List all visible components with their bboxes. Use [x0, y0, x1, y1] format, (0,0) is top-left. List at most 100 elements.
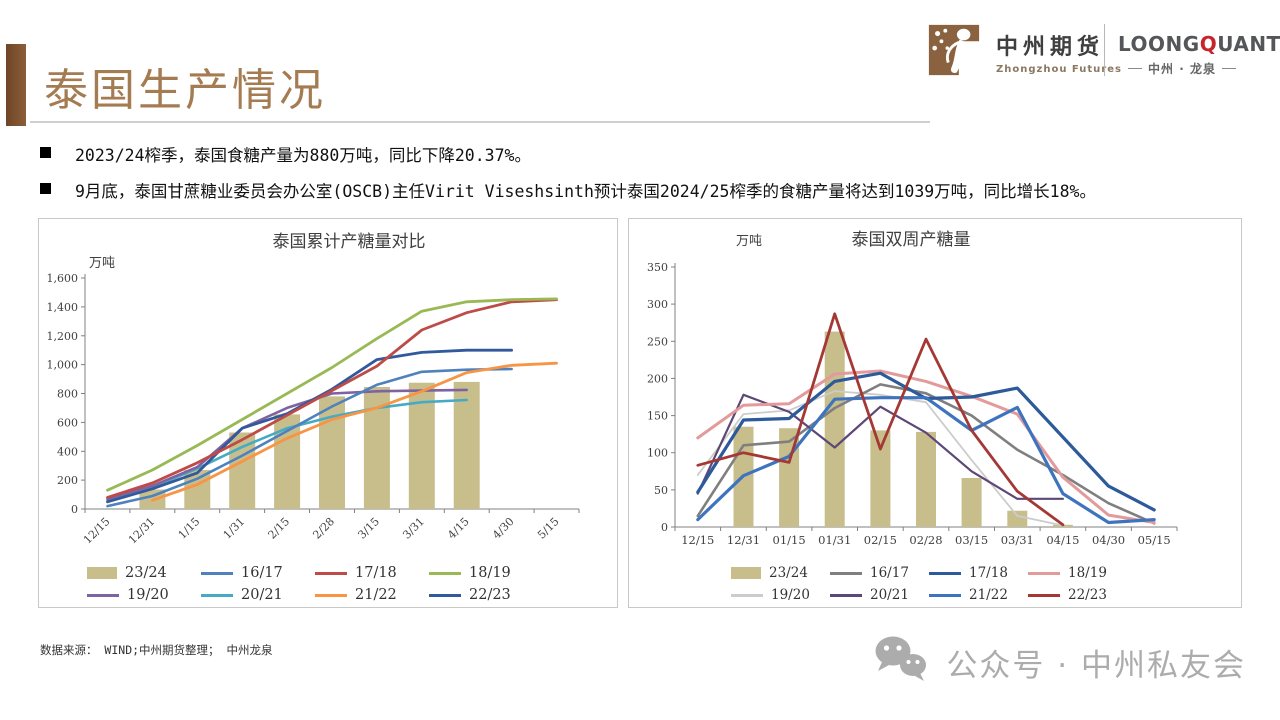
legend-label: 23/24	[125, 565, 167, 581]
legend-item-21-22: 21/22	[315, 587, 429, 603]
legend-item-16-17: 16/17	[830, 565, 929, 581]
x-tick-label: 12/15	[81, 515, 113, 547]
legend-swatch	[201, 571, 233, 575]
bars-23/24	[733, 331, 1073, 527]
legend-label: 17/18	[969, 565, 1008, 581]
x-tick-label: 01/31	[818, 533, 851, 547]
leopard-logo-icon	[926, 22, 982, 82]
legend-label: 17/18	[355, 565, 397, 581]
loongquant-sub-text: 中州 · 龙泉	[1148, 62, 1216, 76]
legend-row: 19/20 20/21 21/22 22/23	[87, 587, 617, 603]
legend-swatch	[315, 571, 347, 575]
x-tick-label: 1/31	[221, 515, 248, 542]
y-tick-label: 1,400	[47, 301, 79, 314]
x-tick-label: 04/15	[1046, 533, 1079, 547]
x-tick-label: 2/28	[310, 515, 337, 542]
legend-label: 22/23	[1068, 587, 1107, 603]
legend-item-18-19: 18/19	[429, 565, 543, 581]
bullet-text: 9月底，泰国甘蔗糖业委员会办公室(OSCB)主任Virit Viseshsint…	[75, 182, 1096, 201]
y-tick-label: 150	[647, 410, 668, 423]
loongquant-sub: 中州 · 龙泉	[1118, 60, 1246, 77]
data-source-note: 数据来源： WIND;中州期货整理； 中州龙泉	[40, 643, 273, 657]
y-tick-label: 250	[647, 335, 668, 348]
legend-label: 21/22	[355, 587, 397, 603]
cumulative-production-chart: 泰国累计产糖量对比 万吨 0 200 400 600 800 1,000 1,200 1,400 1…	[39, 219, 617, 609]
legend-swatch	[731, 593, 763, 597]
x-tick-label: 03/15	[955, 533, 988, 547]
right-chart-legend: 23/24 16/17 17/18 18/19 19/20 20/21 21/22 22/23	[629, 565, 1241, 609]
line-20/21	[106, 398, 468, 502]
x-tick-label: 4/15	[445, 515, 472, 542]
dash-left	[1128, 68, 1143, 69]
legend-swatch	[87, 567, 117, 579]
x-tick-label: 04/30	[1092, 533, 1125, 547]
legend-item-18-19: 18/19	[1028, 565, 1127, 581]
legend-swatch	[830, 593, 862, 597]
y-tick-label: 50	[654, 484, 668, 497]
legend-item-23-24: 23/24	[731, 565, 830, 581]
line-20/21	[696, 393, 1064, 500]
legend-row: 19/20 20/21 21/22 22/23	[731, 587, 1241, 603]
logo1-cn-text: 中州期货	[996, 35, 1105, 60]
line-21/22	[696, 396, 1156, 525]
chart-title: 泰国累计产糖量对比	[273, 232, 426, 252]
y-tick-label: 300	[647, 298, 668, 311]
wechat-icon	[872, 634, 930, 690]
y-tick-label: 800	[57, 388, 78, 401]
logo-divider	[1104, 24, 1105, 76]
axis-unit-label: 万吨	[736, 234, 762, 249]
line-17/18	[106, 298, 558, 499]
legend-label: 20/21	[870, 587, 909, 603]
y-tick-label: 1,000	[47, 359, 79, 372]
legend-label: 22/23	[469, 587, 511, 603]
x-tick-label: 4/30	[490, 515, 517, 542]
y-tick-label: 1,200	[47, 330, 79, 343]
loongquant-brand: LOONGQUANT	[1118, 32, 1280, 56]
bullet-text: 2023/24榨季，泰国食糖产量为880万吨，同比下降20.37%。	[75, 146, 531, 165]
x-tick-label: 2/15	[266, 515, 293, 542]
legend-label: 21/22	[969, 587, 1008, 603]
legend-label: 19/20	[771, 587, 810, 603]
bullet-item: 2023/24榨季，泰国食糖产量为880万吨，同比下降20.37%。	[40, 142, 1096, 166]
legend-item-19-20: 19/20	[87, 587, 201, 603]
x-tick-label: 05/15	[1138, 533, 1171, 547]
x-tick-label: 03/31	[1001, 533, 1034, 547]
legend-item-23-24: 23/24	[87, 565, 201, 581]
bullet-square-icon	[40, 147, 51, 158]
right-chart-svg: 泰国双周产糖量 万吨 0 50 100 150 200 250 300 350 12/15 12/31…	[647, 230, 1178, 547]
legend-row: 23/24 16/17 17/18 18/19	[731, 565, 1241, 581]
x-tick-label: 5/15	[535, 515, 562, 542]
x-tick-label: 01/15	[773, 533, 806, 547]
legend-swatch	[929, 593, 961, 597]
biweekly-production-chart-panel: 泰国双周产糖量 万吨 0 50 100 150 200 250 300 350 12/15 12/31…	[628, 218, 1242, 608]
legend-item-16-17: 16/17	[201, 565, 315, 581]
legend-item-17-18: 17/18	[929, 565, 1028, 581]
loongquant-logo: LOONGQUANT 中州 · 龙泉	[1118, 32, 1280, 77]
line-18/19	[696, 369, 1156, 524]
line-19/20	[106, 388, 468, 501]
legend-swatch	[201, 593, 233, 597]
title-underline	[30, 121, 930, 123]
x-tick-label: 12/31	[126, 515, 158, 547]
x-tick-label: 02/28	[909, 533, 942, 547]
legend-item-21-22: 21/22	[929, 587, 1028, 603]
legend-swatch	[1028, 593, 1060, 597]
chart-title: 泰国双周产糖量	[852, 230, 971, 250]
page-title: 泰国生产情况	[44, 65, 326, 116]
x-tick-label: 02/15	[864, 533, 897, 547]
y-tick-label: 200	[647, 372, 668, 385]
legend-label: 19/20	[127, 587, 169, 603]
y-tick-label: 200	[57, 474, 78, 487]
legend-label: 16/17	[870, 565, 909, 581]
line-21/22	[151, 361, 558, 502]
legend-swatch	[429, 571, 461, 575]
legend-item-22-23: 22/23	[429, 587, 543, 603]
y-tick-label: 100	[647, 447, 668, 460]
legend-item-20-21: 20/21	[201, 587, 315, 603]
y-tick-label: 1,600	[47, 272, 79, 285]
y-tick-label: 0	[661, 521, 668, 534]
y-tick-label: 600	[57, 416, 78, 429]
y-tick-label: 400	[57, 445, 78, 458]
legend-swatch	[929, 571, 961, 575]
legend-label: 18/19	[1068, 565, 1107, 581]
